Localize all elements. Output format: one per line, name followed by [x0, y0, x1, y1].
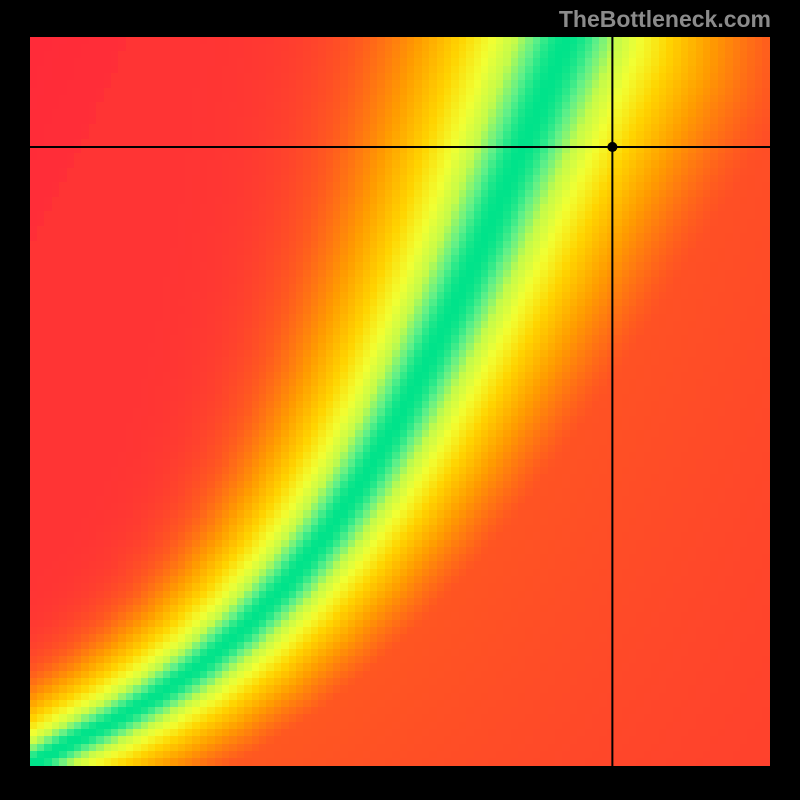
- heatmap-plot: [30, 37, 770, 766]
- chart-container: TheBottleneck.com: [0, 0, 800, 800]
- heatmap-canvas: [30, 37, 770, 766]
- watermark-text: TheBottleneck.com: [559, 6, 771, 33]
